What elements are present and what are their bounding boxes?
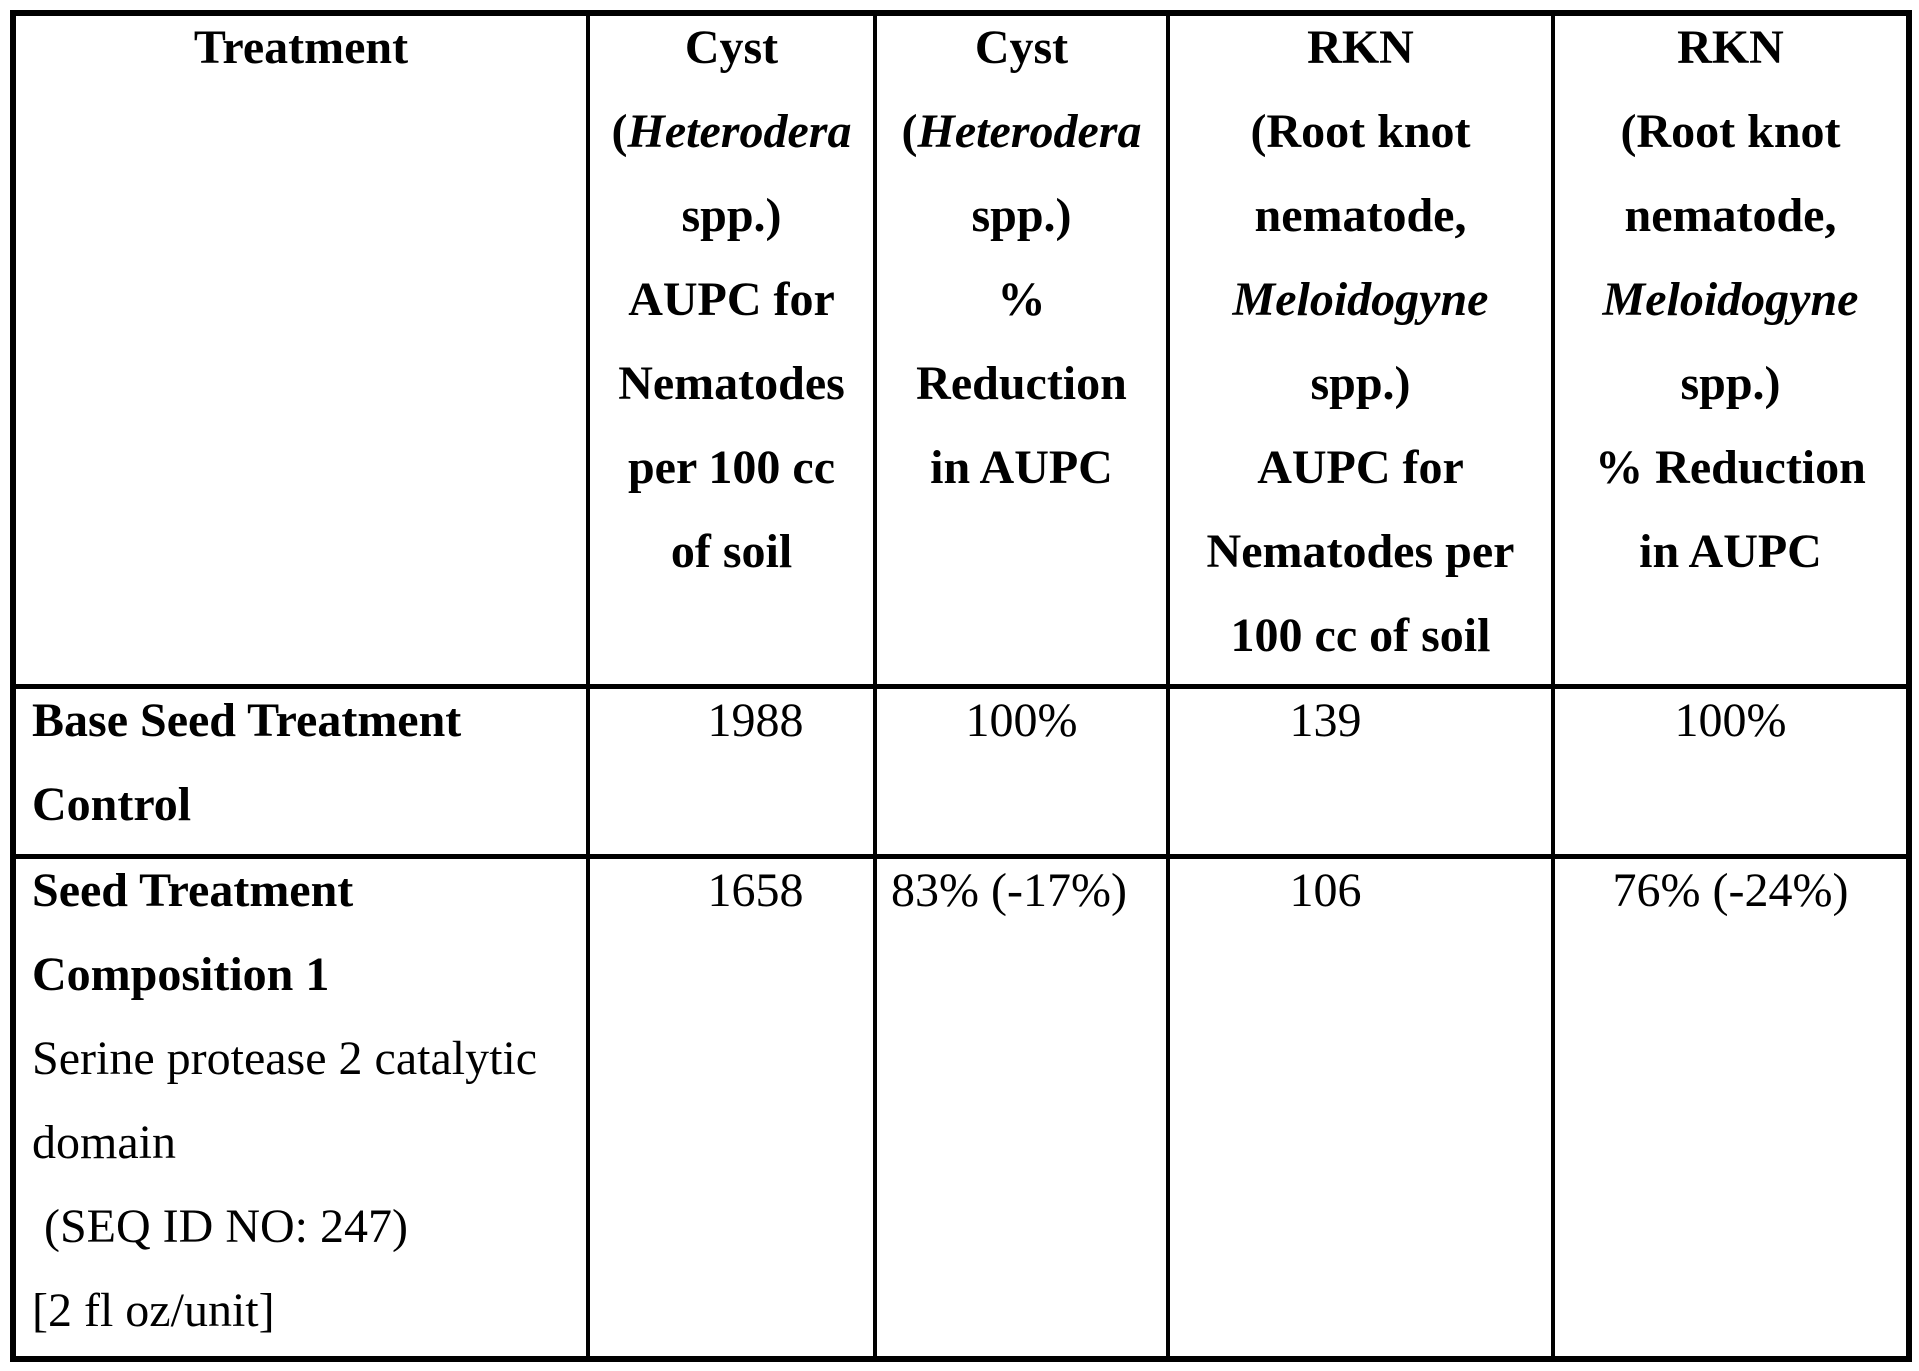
cell-cyst-reduction: 100% [873,683,1170,859]
paren-text: ( [901,105,918,158]
header-cell-content: Cyst (Heterodera spp.) AUPC for Nematode… [592,18,871,594]
header-line: Meloidogyne [1172,258,1549,342]
treatment-line: Control [32,777,192,831]
cell-content: 100% [879,691,1164,763]
header-line: nematode, [1254,189,1467,242]
header-cell-cyst-aupc: Cyst (Heterodera spp.) AUPC for Nematode… [586,10,877,689]
cell-rkn-reduction: 76% (-24%) [1551,853,1911,1362]
header-line: per 100 cc [627,441,836,494]
cell-treatment: Base Seed Treatment Control [11,683,590,859]
header-line: Nematodes [618,357,845,410]
header-line: Cyst [684,21,779,74]
table-row-base-control: Base Seed Treatment Control 1988 100% 13… [11,683,1911,859]
header-line: nematode, [1624,189,1837,242]
cell-content: 76% (-24%) [1557,861,1905,933]
header-line: (Root knot [1250,105,1471,158]
cell-content: 106 [1172,861,1549,933]
cell-cyst-reduction: 83% (-17%) [873,853,1170,1362]
cell-content: 139 [1172,691,1549,763]
cell-treatment: Seed Treatment Composition 1 Serine prot… [11,853,590,1362]
header-line: % Reduction [1595,441,1866,494]
genus-name: Heterodera [627,105,852,158]
header-line: Cyst [974,21,1069,74]
value-line: 100% [965,693,1078,747]
header-line: (Heterodera [879,90,1164,174]
nematode-efficacy-table: Treatment Cyst (Heterodera spp.) AUPC fo… [10,10,1912,1362]
cell-content: 100% [1557,691,1905,763]
header-line: Treatment [193,21,409,74]
paren-text: ( [611,105,628,158]
header-row: Treatment Cyst (Heterodera spp.) AUPC fo… [11,10,1911,689]
treatment-line: [2 fl oz/unit] [32,1283,275,1337]
treatment-line: Serine protease 2 catalytic [32,1031,538,1085]
genus-name: Meloidogyne [1602,273,1859,326]
cell-content: 1988 [592,691,871,763]
value-line: 106 [1289,863,1362,917]
header-line: Nematodes per [1206,525,1515,578]
cell-content: Base Seed Treatment Control [17,691,584,847]
treatment-line: Base Seed Treatment [32,693,462,747]
header-line: of soil [670,525,793,578]
header-line: spp.) [1310,357,1411,410]
header-line: in AUPC [1639,525,1822,578]
header-line: spp.) [971,189,1072,242]
genus-name: Meloidogyne [1232,273,1489,326]
value-line: 1658 [707,863,804,917]
header-line: in AUPC [930,441,1113,494]
cell-content: 83% (-17%) [891,861,1164,933]
treatment-line: domain [32,1115,176,1169]
cell-rkn-reduction: 100% [1551,683,1911,859]
header-cell-cyst-reduction: Cyst (Heterodera spp.) % Reduction in AU… [873,10,1170,689]
treatment-line: (SEQ ID NO: 247) [32,1199,408,1253]
header-line: Reduction [916,357,1127,410]
header-line: (Root knot [1620,105,1841,158]
cell-content: Seed Treatment Composition 1 Serine prot… [17,861,584,1353]
value-line: 1988 [707,693,804,747]
cell-content: 1658 [592,861,871,933]
header-line: 100 cc of soil [1230,609,1491,662]
header-cell-rkn-aupc: RKN (Root knot nematode, Meloidogyne spp… [1166,10,1555,689]
treatment-line: Composition 1 [32,947,330,1001]
header-line: spp.) [681,189,782,242]
cell-rkn-aupc: 106 [1166,853,1555,1362]
header-line: spp.) [1680,357,1781,410]
treatment-line: Seed Treatment [32,863,354,917]
header-cell-rkn-reduction: RKN (Root knot nematode, Meloidogyne spp… [1551,10,1911,689]
header-cell-content: Treatment [17,18,584,90]
header-cell-treatment: Treatment [11,10,590,689]
header-line: (Heterodera [592,90,871,174]
header-line: AUPC for [1257,441,1464,494]
value-line: 100% [1674,693,1787,747]
header-line: % [997,273,1046,326]
header-line: AUPC for [628,273,835,326]
header-line: RKN [1307,21,1414,74]
value-line: 76% (-24%) [1612,863,1849,917]
header-cell-content: Cyst (Heterodera spp.) % Reduction in AU… [879,18,1164,510]
value-line: 83% (-17%) [891,863,1127,917]
cell-rkn-aupc: 139 [1166,683,1555,859]
header-line: Meloidogyne [1557,258,1905,342]
header-cell-content: RKN (Root knot nematode, Meloidogyne spp… [1557,18,1905,594]
value-line: 139 [1289,693,1362,747]
header-cell-content: RKN (Root knot nematode, Meloidogyne spp… [1172,18,1549,678]
header-line: RKN [1677,21,1784,74]
table-row-composition-1: Seed Treatment Composition 1 Serine prot… [11,853,1911,1362]
cell-cyst-aupc: 1658 [586,853,877,1362]
cell-cyst-aupc: 1988 [586,683,877,859]
genus-name: Heterodera [917,105,1142,158]
